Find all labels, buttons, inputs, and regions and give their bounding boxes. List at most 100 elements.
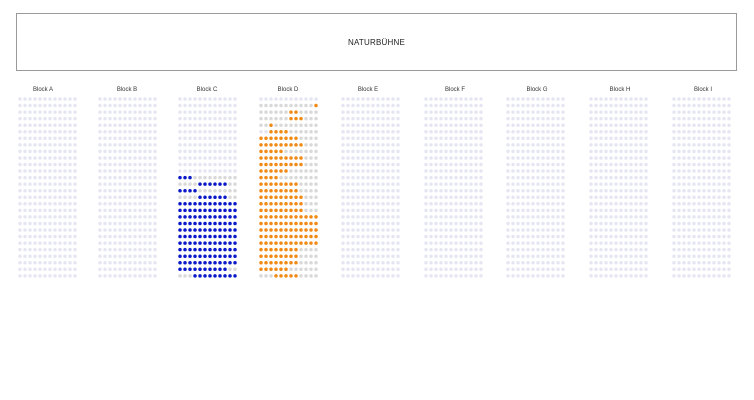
- seat-f-r25-s1[interactable]: [424, 254, 428, 258]
- seat-b-r26-s2[interactable]: [103, 261, 107, 265]
- seat-e-r25-s1[interactable]: [341, 254, 345, 258]
- seat-e-r4-s6[interactable]: [366, 116, 370, 121]
- seat-a-r14-s4[interactable]: [33, 182, 37, 186]
- seat-i-r17-s3[interactable]: [682, 202, 686, 206]
- seat-e-r28-s6[interactable]: [366, 274, 370, 278]
- seat-b-r8-s9[interactable]: [138, 143, 142, 147]
- seat-h-r6-s9[interactable]: [629, 130, 633, 134]
- seat-i-r24-s2[interactable]: [677, 247, 681, 252]
- seat-h-r21-s7[interactable]: [619, 228, 623, 232]
- seat-h-r22-s1[interactable]: [589, 234, 593, 239]
- seat-f-r8-s2[interactable]: [429, 143, 433, 147]
- seat-b-r23-s2[interactable]: [103, 241, 107, 245]
- seat-c-r8-s4[interactable]: [193, 143, 197, 147]
- seat-d-r12-s4[interactable]: [274, 169, 278, 173]
- seat-h-r1-s7[interactable]: [619, 97, 623, 101]
- seat-d-r15-s3[interactable]: [269, 188, 273, 193]
- seat-f-r7-s11[interactable]: [474, 136, 478, 141]
- seat-h-r12-s11[interactable]: [639, 169, 643, 173]
- seat-b-r3-s3[interactable]: [108, 110, 112, 114]
- seat-b-r6-s3[interactable]: [108, 130, 112, 134]
- seat-f-r3-s12[interactable]: [479, 110, 483, 114]
- seat-f-r27-s2[interactable]: [429, 267, 433, 272]
- seat-a-r19-s3[interactable]: [28, 215, 32, 219]
- seat-c-r17-s3[interactable]: [188, 202, 192, 206]
- seat-b-r28-s7[interactable]: [128, 274, 132, 278]
- seat-c-r25-s1[interactable]: [178, 254, 182, 258]
- seat-i-r3-s6[interactable]: [697, 110, 701, 114]
- seat-a-r14-s8[interactable]: [53, 182, 57, 186]
- seat-g-r27-s11[interactable]: [556, 267, 560, 272]
- seat-g-r24-s2[interactable]: [511, 247, 515, 252]
- seat-f-r9-s11[interactable]: [474, 149, 478, 154]
- seat-i-r2-s2[interactable]: [677, 103, 681, 108]
- seat-i-r22-s4[interactable]: [687, 234, 691, 239]
- seat-i-r3-s3[interactable]: [682, 110, 686, 114]
- seat-f-r19-s6[interactable]: [449, 215, 453, 219]
- seat-a-r26-s9[interactable]: [58, 261, 62, 265]
- seat-i-r14-s11[interactable]: [722, 182, 726, 186]
- seat-g-r23-s10[interactable]: [551, 241, 555, 245]
- seat-e-r12-s9[interactable]: [381, 169, 385, 173]
- seat-h-r11-s12[interactable]: [644, 162, 648, 167]
- seat-e-r27-s7[interactable]: [371, 267, 375, 272]
- seat-a-r5-s2[interactable]: [23, 123, 27, 127]
- seat-g-r24-s9[interactable]: [546, 247, 550, 252]
- seat-g-r15-s9[interactable]: [546, 188, 550, 193]
- seat-g-r6-s5[interactable]: [526, 130, 530, 134]
- seat-c-r8-s5[interactable]: [198, 143, 202, 147]
- seat-d-r20-s2[interactable]: [264, 221, 268, 226]
- seat-i-r4-s1[interactable]: [672, 116, 676, 121]
- seat-g-r8-s6[interactable]: [531, 143, 535, 147]
- seat-h-r23-s8[interactable]: [624, 241, 628, 245]
- seat-e-r24-s1[interactable]: [341, 247, 345, 252]
- seat-g-r21-s2[interactable]: [511, 228, 515, 232]
- seat-c-r22-s11[interactable]: [228, 234, 232, 239]
- seat-i-r25-s11[interactable]: [722, 254, 726, 258]
- seat-a-r23-s9[interactable]: [58, 241, 62, 245]
- seat-i-r8-s5[interactable]: [692, 143, 696, 147]
- seat-f-r18-s2[interactable]: [429, 208, 433, 213]
- seat-a-r22-s6[interactable]: [43, 234, 47, 239]
- seat-a-r2-s12[interactable]: [73, 103, 77, 108]
- seat-i-r20-s7[interactable]: [702, 221, 706, 226]
- seat-f-r27-s11[interactable]: [474, 267, 478, 272]
- seat-i-r14-s7[interactable]: [702, 182, 706, 186]
- seat-e-r5-s12[interactable]: [396, 123, 400, 127]
- seat-a-r10-s12[interactable]: [73, 156, 77, 160]
- seat-f-r20-s11[interactable]: [474, 221, 478, 226]
- seat-b-r9-s2[interactable]: [103, 149, 107, 154]
- seat-a-r21-s6[interactable]: [43, 228, 47, 232]
- seat-h-r26-s7[interactable]: [619, 261, 623, 265]
- seat-i-r28-s11[interactable]: [722, 274, 726, 278]
- seat-b-r16-s12[interactable]: [153, 195, 157, 200]
- seat-g-r7-s7[interactable]: [536, 136, 540, 141]
- seat-d-r9-s1[interactable]: [259, 149, 263, 154]
- seat-i-r7-s10[interactable]: [717, 136, 721, 141]
- seat-d-r16-s3[interactable]: [269, 195, 273, 200]
- seat-h-r3-s5[interactable]: [609, 110, 613, 114]
- seat-g-r11-s4[interactable]: [521, 162, 525, 167]
- seat-g-r5-s10[interactable]: [551, 123, 555, 127]
- seat-d-r28-s4[interactable]: [274, 274, 278, 278]
- seat-i-r16-s1[interactable]: [672, 195, 676, 200]
- seat-g-r5-s7[interactable]: [536, 123, 540, 127]
- seat-f-r18-s7[interactable]: [454, 208, 458, 213]
- seat-g-r19-s2[interactable]: [511, 215, 515, 219]
- seat-c-r22-s1[interactable]: [178, 234, 182, 239]
- seat-i-r25-s7[interactable]: [702, 254, 706, 258]
- seat-h-r25-s10[interactable]: [634, 254, 638, 258]
- seat-i-r22-s3[interactable]: [682, 234, 686, 239]
- seat-h-r5-s10[interactable]: [634, 123, 638, 127]
- seat-e-r18-s10[interactable]: [386, 208, 390, 213]
- seat-c-r18-s2[interactable]: [183, 208, 187, 213]
- seat-f-r3-s2[interactable]: [429, 110, 433, 114]
- seat-b-r20-s11[interactable]: [148, 221, 152, 226]
- seat-i-r10-s10[interactable]: [717, 156, 721, 160]
- seat-g-r17-s6[interactable]: [531, 202, 535, 206]
- seat-e-r28-s9[interactable]: [381, 274, 385, 278]
- seat-f-r11-s6[interactable]: [449, 162, 453, 167]
- seat-g-r1-s2[interactable]: [511, 97, 515, 101]
- seat-d-r24-s6[interactable]: [284, 247, 288, 252]
- seat-d-r1-s5[interactable]: [279, 97, 283, 101]
